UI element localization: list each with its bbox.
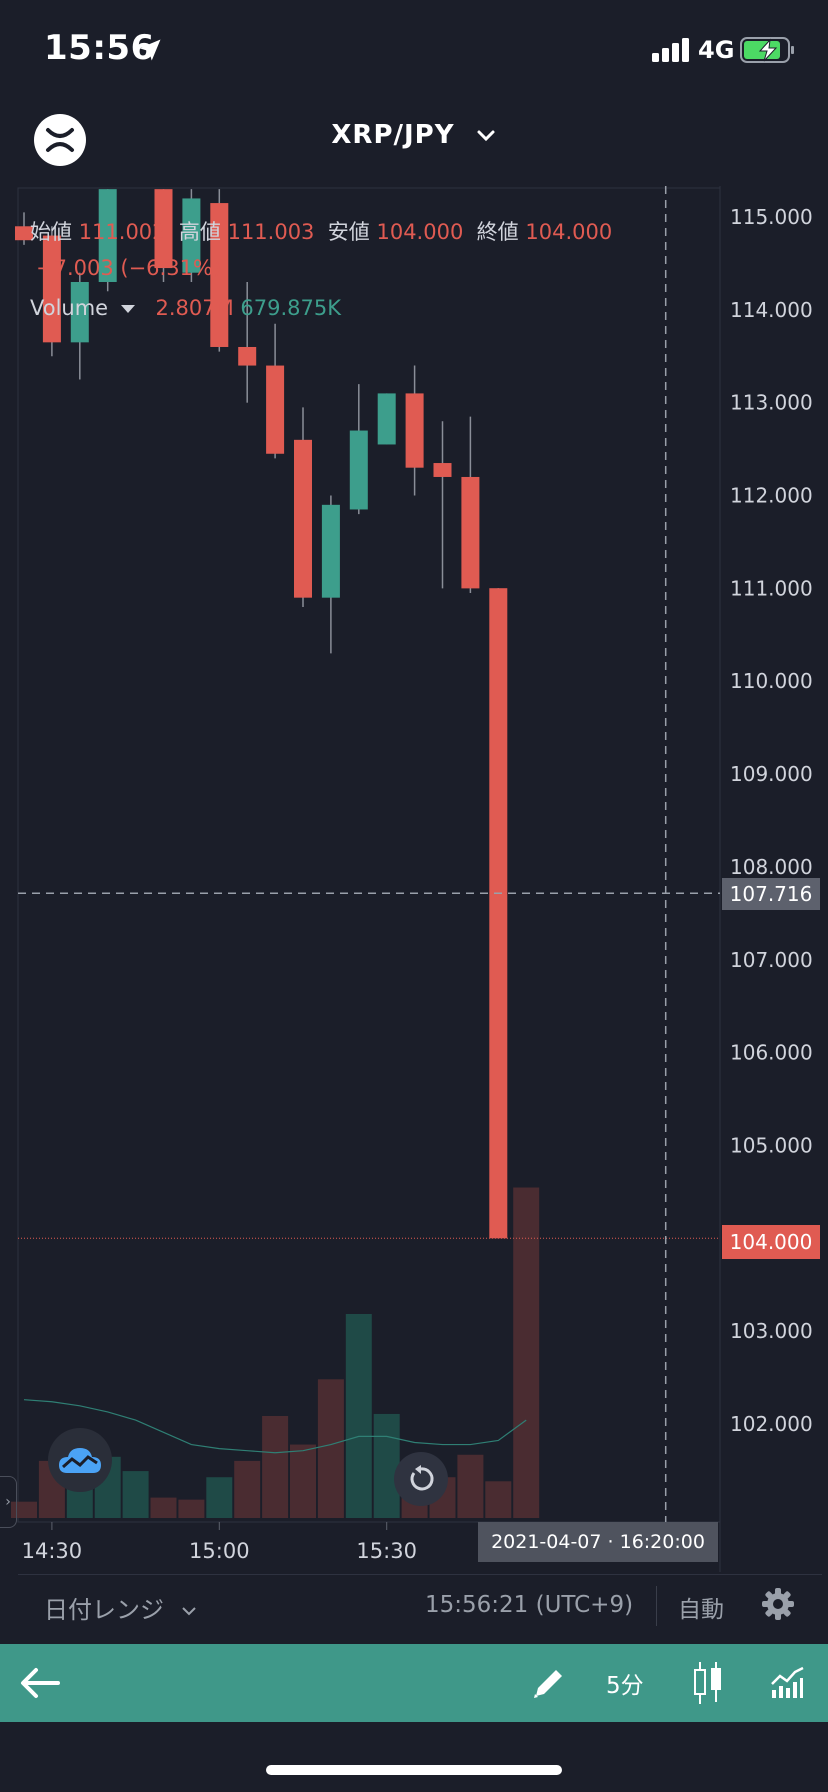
reset-chart-button[interactable]: [394, 1452, 448, 1506]
volume-bar: [345, 1314, 372, 1518]
price-tick-label: 108.000: [730, 855, 813, 879]
candle-body: [405, 393, 424, 468]
high-label: 高値: [178, 220, 221, 244]
battery-charging-icon: [740, 37, 794, 63]
range-bar: [18, 1574, 822, 1641]
volume-bar: [317, 1379, 344, 1518]
volume-bar: [373, 1413, 400, 1518]
candle-body: [42, 235, 61, 343]
crosshair-time-tag: 2021-04-07 · 16:20:00: [478, 1522, 718, 1562]
reset-icon: [410, 1465, 434, 1491]
candle-body: [182, 198, 201, 273]
candle-body: [489, 588, 508, 1239]
time-tick-label: 15:30: [356, 1539, 417, 1563]
candle-body: [321, 504, 340, 598]
time-tick-label: 14:30: [22, 1539, 83, 1563]
location-arrow-icon: [139, 39, 161, 61]
price-tick-label: 109.000: [730, 762, 813, 786]
volume-bar: [122, 1471, 149, 1518]
last-price-tag: 104.000: [722, 1225, 820, 1259]
price-tick-label: 105.000: [730, 1133, 813, 1157]
candle-body: [15, 226, 33, 241]
price-tick-label: 107.000: [730, 948, 813, 972]
symbol-selector[interactable]: XRP/JPY: [0, 120, 828, 150]
close-value: 104.000: [525, 220, 613, 244]
candle-body: [238, 346, 257, 366]
price-chart[interactable]: 115.000 114.000 113.000 112.000 111.000 110.0…: [0, 186, 828, 1572]
xrp-glyph-icon: [46, 128, 74, 152]
cloud-chart-icon: [59, 1448, 101, 1473]
chevron-down-icon: [477, 130, 495, 141]
candle-body: [98, 189, 117, 282]
price-tick-label: 103.000: [730, 1319, 813, 1343]
candle-body: [377, 393, 396, 445]
volume-bar: [11, 1501, 37, 1518]
caret-down-icon: [120, 305, 135, 313]
date-range-label: 日付レンジ: [44, 1596, 164, 1624]
auto-scale-button[interactable]: 自動: [678, 1597, 724, 1623]
volume-label: Volume: [30, 296, 109, 320]
network-type: 4G: [698, 36, 735, 64]
candle-body: [461, 476, 480, 589]
crosshair-price-tag: 107.716: [722, 878, 820, 910]
price-tick-label: 115.000: [730, 205, 813, 229]
low-label: 安値: [327, 220, 370, 244]
volume-bar: [150, 1497, 177, 1518]
price-tick-label: 113.000: [730, 391, 813, 415]
home-indicator: [266, 1765, 562, 1775]
gear-icon[interactable]: [760, 1586, 796, 1622]
symbol-label: XRP/JPY: [331, 120, 455, 150]
chevron-right-icon: ›: [5, 1494, 11, 1510]
candle-body: [210, 203, 229, 347]
interval-selector[interactable]: 5分: [606, 1673, 644, 1699]
price-tick-label: 106.000: [730, 1041, 813, 1065]
chart-clock[interactable]: 15:56:21 (UTC+9): [425, 1592, 634, 1618]
volume-ma-line: [23, 1399, 527, 1454]
volume-bar: [262, 1416, 289, 1518]
candlestick-type-icon[interactable]: [692, 1660, 724, 1706]
ohlc-legend: 始値 111.002 高値 111.003 安値 104.000 終値 104.…: [30, 216, 612, 246]
candle-body: [266, 365, 285, 454]
volume-legend[interactable]: Volume 2.807M 679.875K: [30, 296, 341, 320]
candle-body: [349, 430, 368, 510]
open-value: 111.002: [78, 220, 166, 244]
low-value: 104.000: [376, 220, 464, 244]
candle-body: [433, 463, 452, 477]
status-time: 15:56: [44, 28, 155, 68]
price-tick-label: 102.000: [730, 1412, 813, 1436]
divider: [656, 1586, 657, 1626]
xrp-logo-icon[interactable]: [34, 114, 86, 166]
date-range-selector[interactable]: 日付レンジ: [44, 1590, 198, 1625]
close-label: 終値: [476, 220, 519, 244]
signal-strength-icon: [652, 38, 689, 62]
volume-sell-value: 2.807M: [155, 296, 234, 320]
price-tick-label: 111.000: [730, 576, 813, 600]
side-panel-handle[interactable]: ›: [0, 1476, 17, 1528]
bottom-toolbar: [0, 1644, 828, 1722]
volume-bar: [206, 1477, 233, 1518]
candle-body: [70, 281, 89, 343]
indicator-overlay-button[interactable]: [48, 1428, 112, 1492]
indicators-icon[interactable]: [770, 1664, 804, 1700]
open-label: 始値: [30, 220, 72, 244]
volume-bar: [234, 1460, 261, 1518]
volume-bar: [178, 1499, 205, 1518]
candle-body: [294, 439, 312, 598]
back-arrow-icon[interactable]: [18, 1664, 62, 1702]
pencil-icon[interactable]: [530, 1664, 568, 1702]
volume-bar: [485, 1481, 512, 1518]
chevron-down-icon: [181, 1607, 196, 1616]
candle-body: [154, 189, 173, 269]
price-tick-label: 112.000: [730, 484, 813, 508]
volume-bar: [290, 1444, 316, 1518]
volume-bar: [457, 1454, 484, 1518]
price-tick-label: 110.000: [730, 669, 813, 693]
change-value: −7.003 (−6.31%): [36, 256, 222, 280]
time-tick-label: 15:00: [189, 1539, 250, 1563]
volume-buy-value: 679.875K: [240, 296, 342, 320]
volume-bar: [513, 1187, 540, 1518]
price-tick-label: 114.000: [730, 298, 813, 322]
high-value: 111.003: [227, 220, 315, 244]
